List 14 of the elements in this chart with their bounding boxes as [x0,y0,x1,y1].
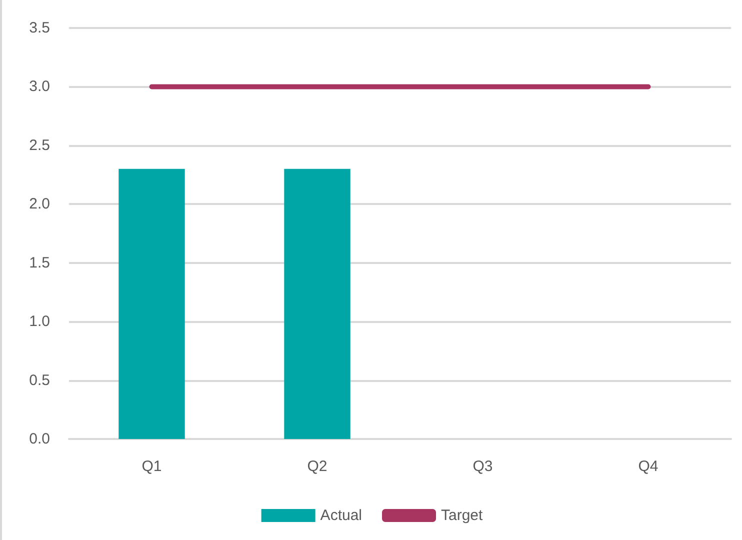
y-tick-label: 2.0 [29,196,50,213]
x-tick-label: Q2 [307,458,328,475]
y-tick-label: 3.5 [29,20,50,36]
legend-label: Target [441,507,484,524]
x-tick-label: Q3 [472,458,493,475]
x-tick-label: Q1 [142,458,162,475]
y-tick-label: 1.0 [29,313,50,330]
y-tick-label: 0.5 [29,372,50,389]
y-tick-label: 1.5 [29,254,50,272]
legend-label: Actual [320,507,362,524]
y-tick-label: 2.5 [29,136,50,154]
y-tick-label: 3.0 [29,78,50,96]
y-tick-label: 0.0 [29,430,50,448]
x-tick-label: Q4 [638,458,658,475]
